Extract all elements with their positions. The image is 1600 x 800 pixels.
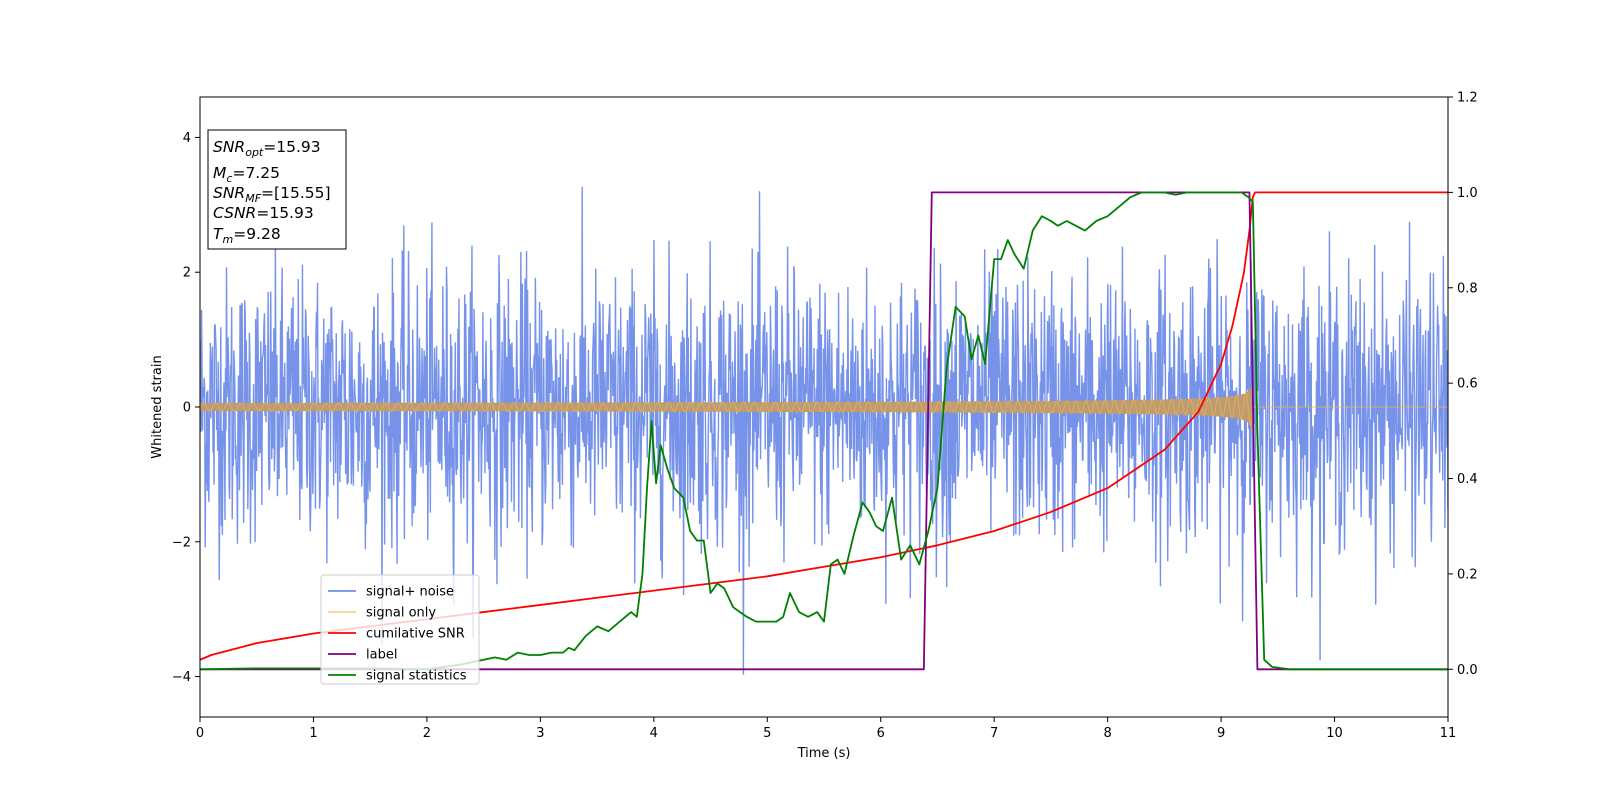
legend-frame [320,574,480,685]
x-tick-label: 10 [1326,726,1343,741]
y-tick-label: −2 [172,535,191,550]
y2-tick-label: 0.6 [1457,377,1478,392]
legend-label: signal+ noise [366,585,454,600]
x-tick-label: 4 [650,726,658,741]
y2-tick-label: 0.2 [1457,567,1478,582]
y-axis-right: 0.0 0.2 0.4 0.6 0.8 1.0 1.2 [1448,91,1478,678]
y-tick-label: −4 [172,670,191,685]
y2-tick-label: 1.0 [1457,186,1478,201]
y2-tick-label: 0.8 [1457,281,1478,296]
x-tick-label: 1 [309,726,317,741]
y2-tick-label: 0.0 [1457,663,1478,678]
legend-label: cumilative SNR [366,627,465,642]
series-line-signal-statistics [200,191,1448,671]
legend-label: label [366,648,397,663]
x-tick-label: 9 [1217,726,1225,741]
legend-label: signal only [366,606,436,621]
info-csnr: CSNR=15.93 [213,204,314,222]
x-axis: 0 1 2 3 4 5 6 7 8 9 10 11 [196,717,1456,741]
y2-tick-label: 0.4 [1457,472,1478,487]
x-axis-label: Time (s) [797,746,851,761]
info-box: SNRopt=15.93 Mc=7.25 SNRMF=[15.55] CSNR=… [207,129,347,250]
y-tick-label: 0 [183,401,191,416]
info-mc: Mc=7.25 [213,164,280,185]
info-snr-opt: SNRopt=15.93 [213,138,321,159]
y-axis-label: Whitened strain [150,355,165,458]
y-axis-left: −4 −2 0 2 4 [172,131,200,685]
y-tick-label: 2 [183,266,191,281]
info-tm: Tm=9.28 [213,225,281,246]
info-box-frame [207,129,347,250]
x-tick-label: 6 [877,726,885,741]
y2-tick-label: 1.2 [1457,91,1478,106]
series-envelope-signal-only [200,378,1448,436]
legend-label: signal statistics [366,669,467,684]
series-line-signal-only [200,392,1448,426]
x-tick-label: 11 [1440,726,1457,741]
x-tick-label: 3 [536,726,544,741]
x-tick-label: 8 [1103,726,1111,741]
x-tick-label: 2 [423,726,431,741]
x-tick-label: 5 [763,726,771,741]
y-tick-label: 4 [183,131,191,146]
x-tick-label: 7 [990,726,998,741]
x-tick-label: 0 [196,726,204,741]
info-snr-mf: SNRMF=[15.55] [213,184,331,205]
legend: signal+ noise signal only cumilative SNR la… [320,574,480,685]
